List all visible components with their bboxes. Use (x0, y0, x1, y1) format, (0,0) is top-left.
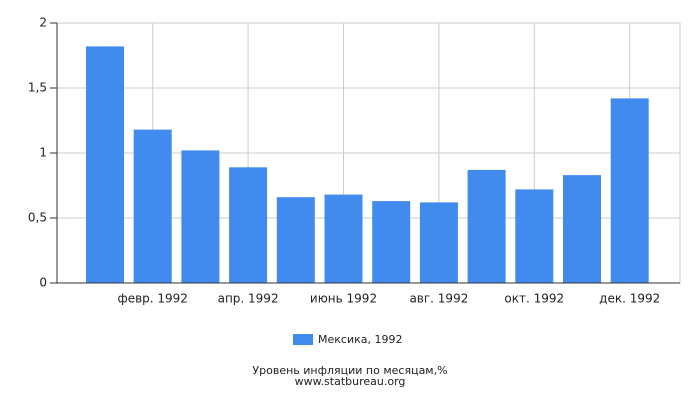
bar (324, 194, 363, 283)
x-tick-label: апр. 1992 (218, 292, 279, 306)
x-tick-label: дек. 1992 (599, 292, 660, 306)
legend-label: Мексика, 1992 (318, 333, 402, 346)
x-tick-label: авг. 1992 (409, 292, 468, 306)
x-tick-label: февр. 1992 (117, 292, 188, 306)
y-tick-label: 0,5 (28, 211, 47, 225)
x-tick-label: окт. 1992 (504, 292, 564, 306)
bar (86, 46, 124, 284)
bar (133, 129, 172, 283)
bar (610, 98, 649, 284)
legend-swatch (293, 334, 313, 345)
bar (419, 202, 458, 283)
bar (229, 167, 268, 283)
bar (372, 201, 411, 283)
bar (467, 169, 506, 283)
y-tick-label: 1,5 (28, 81, 47, 95)
y-tick-label: 1 (39, 146, 47, 160)
bar (181, 150, 220, 283)
bar (276, 197, 315, 283)
x-tick-label: июнь 1992 (310, 292, 377, 306)
bar (515, 189, 554, 283)
chart-title: Уровень инфляции по месяцам,% (252, 364, 447, 377)
y-tick-label: 0 (39, 276, 47, 290)
chart-subtitle: www.statbureau.org (295, 375, 406, 388)
y-tick-label: 2 (39, 16, 47, 30)
bar (563, 175, 601, 283)
